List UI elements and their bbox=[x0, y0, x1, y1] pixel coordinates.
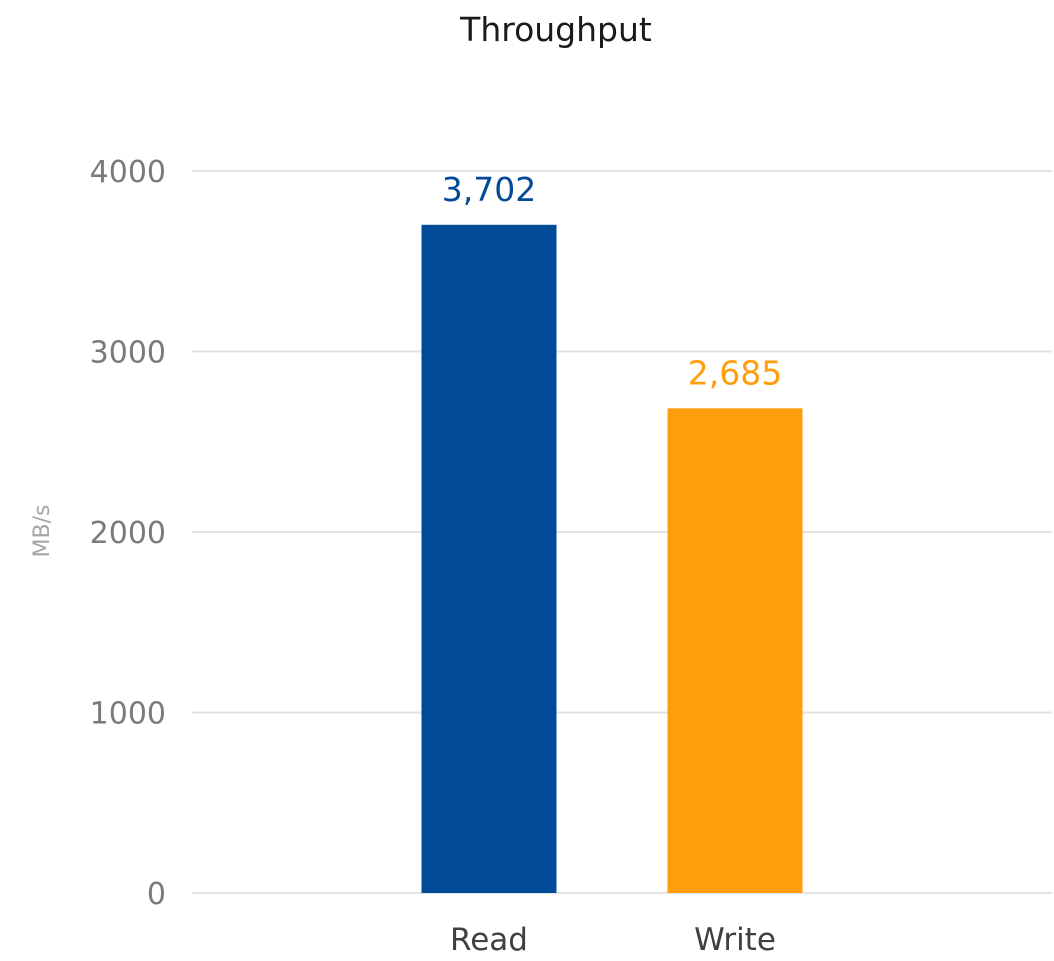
bar-write bbox=[667, 408, 803, 893]
y-tick-label: 0 bbox=[147, 877, 166, 912]
data-labels: 3,702 2,685 bbox=[442, 170, 782, 393]
y-tick-label: 3000 bbox=[90, 336, 166, 371]
y-tick-label: 1000 bbox=[90, 697, 166, 732]
chart-title: Throughput bbox=[459, 10, 652, 49]
gridlines bbox=[192, 170, 1052, 894]
x-tick-label-write: Write bbox=[694, 922, 776, 958]
bar-read bbox=[421, 224, 557, 893]
bars bbox=[421, 224, 803, 893]
y-axis-title: MB/s bbox=[30, 505, 55, 558]
x-axis-ticks: Read Write bbox=[450, 922, 776, 958]
data-label-read: 3,702 bbox=[442, 170, 536, 209]
y-tick-label: 2000 bbox=[90, 516, 166, 551]
data-label-write: 2,685 bbox=[688, 353, 782, 392]
y-axis-ticks: 0 1000 2000 3000 4000 bbox=[90, 155, 166, 912]
y-tick-label: 4000 bbox=[90, 155, 166, 190]
x-tick-label-read: Read bbox=[450, 922, 528, 958]
